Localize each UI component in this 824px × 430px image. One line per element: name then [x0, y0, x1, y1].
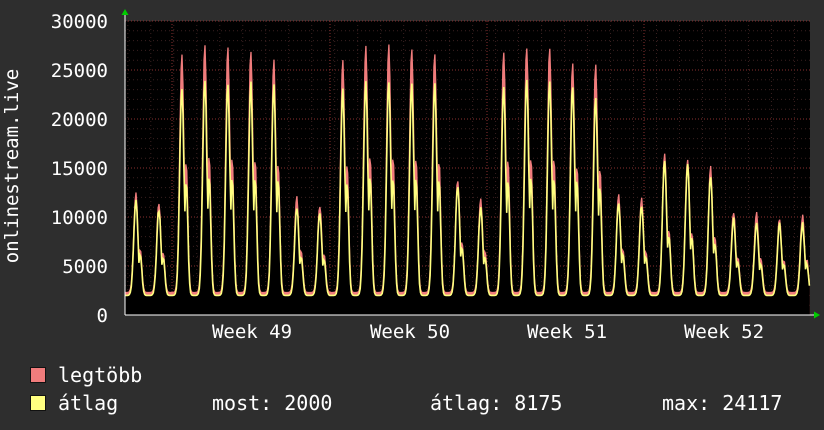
legend-label-max: legtöbb [58, 363, 143, 387]
y-tick-label: 10000 [51, 207, 108, 229]
grid [125, 20, 810, 316]
stat-avg: átlag: 8175 [430, 391, 563, 415]
y-tick-label: 15000 [51, 158, 108, 180]
legend-swatch-max [30, 367, 46, 383]
series-avg-area [125, 79, 810, 316]
x-tick-label: Week 49 [212, 321, 292, 343]
x-tick-label: Week 50 [370, 321, 450, 343]
legend-item-avg: átlag [30, 391, 118, 415]
y-tick-label: 20000 [51, 109, 108, 131]
x-tick-label: Week 52 [684, 321, 764, 343]
x-axis: Week 49 Week 50 Week 51 Week 52 [212, 321, 764, 343]
y-tick-label: 30000 [51, 11, 108, 33]
series-avg-line [125, 79, 811, 297]
y-tick-label: 5000 [62, 256, 108, 278]
y-axis-label: onlinestream.live [1, 69, 23, 263]
stat-max: max: 24117 [662, 391, 783, 415]
y-axis: 0 5000 10000 15000 20000 25000 30000 [51, 11, 108, 327]
legend-item-max: legtöbb [30, 363, 142, 387]
x-tick-label: Week 51 [527, 321, 607, 343]
axes [121, 9, 820, 319]
x-axis-arrow-icon [814, 311, 820, 319]
y-tick-label: 25000 [51, 60, 108, 82]
y-axis-arrow-icon [121, 9, 129, 15]
stat-now: most: 2000 [212, 391, 333, 415]
y-tick-label: 0 [97, 305, 108, 327]
legend-swatch-avg [30, 395, 46, 411]
legend-label-avg: átlag [58, 391, 119, 415]
